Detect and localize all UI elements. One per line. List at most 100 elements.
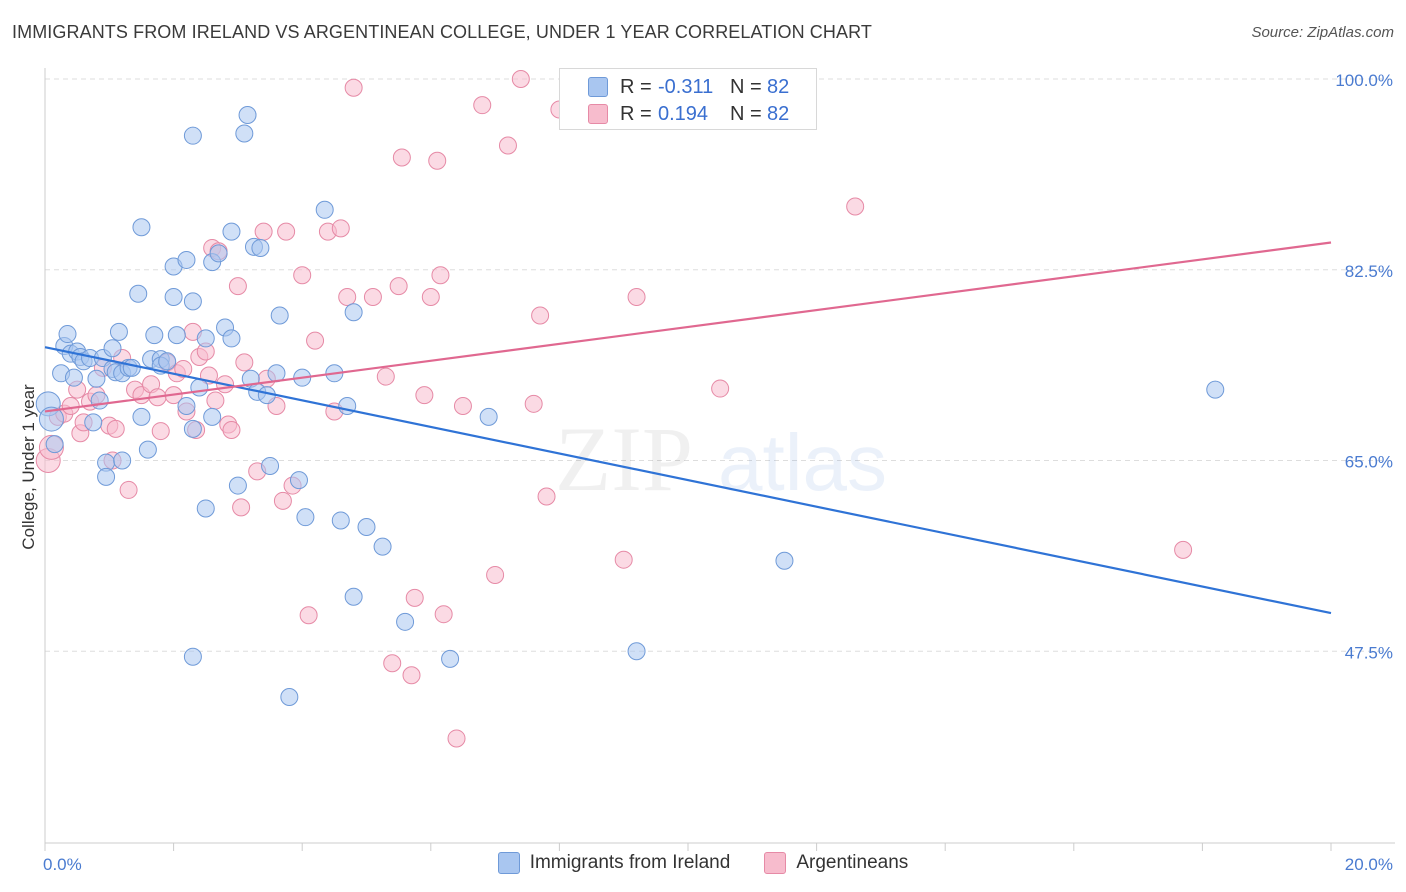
watermark-zip: ZIP: [555, 408, 693, 510]
argentineans-point: [627, 288, 646, 306]
ireland-point: [103, 339, 122, 358]
ireland-point: [138, 440, 157, 459]
argentineans-point: [376, 367, 395, 386]
argentineans-point: [299, 606, 318, 625]
ireland-point: [441, 649, 460, 668]
chart-title: IMMIGRANTS FROM IRELAND VS ARGENTINEAN C…: [12, 22, 872, 42]
ireland-point: [183, 419, 202, 438]
legend-item-argentineans[interactable]: Argentineans: [764, 852, 908, 874]
stats-row-argentineans: R = 0.194 N = 82: [560, 99, 816, 129]
n-label: N =: [730, 102, 762, 125]
argentineans-point: [498, 136, 517, 155]
argentineans-point: [277, 222, 296, 241]
ireland-point: [222, 329, 241, 348]
ireland-point: [396, 612, 415, 631]
argentineans-point: [344, 78, 363, 97]
argentineans-point: [363, 288, 382, 306]
ireland-point: [84, 413, 103, 432]
stats-legend: R = -0.311 N = 82 R = 0.194 N = 82: [559, 68, 817, 130]
argentineans-point: [846, 197, 865, 216]
r-label: R =: [620, 102, 652, 125]
legend-swatch-ireland: [497, 852, 520, 874]
ireland-point: [251, 238, 270, 257]
ireland-point: [344, 303, 363, 322]
ireland-point: [315, 200, 334, 219]
ireland-point: [183, 126, 202, 145]
argentineans-point: [524, 394, 543, 413]
n-value-ireland: 82: [767, 75, 790, 98]
argentineans-point: [106, 419, 125, 438]
ireland-point: [203, 407, 222, 426]
ireland-point: [479, 407, 498, 426]
ireland-point: [145, 326, 164, 345]
ireland-point: [222, 222, 241, 241]
argentineans-swatch: [588, 104, 608, 124]
argentineans-point: [61, 397, 80, 415]
ireland-point: [196, 329, 215, 348]
argentineans-point: [421, 288, 440, 306]
argentineans-point: [434, 605, 453, 624]
legend-item-ireland[interactable]: Immigrants from Ireland: [497, 852, 731, 874]
ireland-point: [64, 368, 83, 387]
x-tick-label: 0.0%: [43, 855, 82, 874]
ireland-point: [183, 647, 202, 666]
watermark-atlas: atlas: [718, 418, 887, 507]
ireland-point: [190, 378, 209, 397]
legend-swatch-argentineans: [764, 852, 787, 874]
argentineans-point: [174, 359, 193, 378]
y-tick-label: 47.5%: [1345, 643, 1393, 662]
ireland-point: [296, 508, 315, 527]
ireland-point: [238, 105, 257, 124]
ireland-point: [261, 456, 280, 475]
argentineans-point: [293, 266, 312, 285]
y-tick-label: 100.0%: [1335, 71, 1393, 90]
ireland-point: [132, 218, 151, 237]
ireland-point: [357, 517, 376, 536]
ireland-point: [775, 551, 794, 570]
argentineans-point: [453, 397, 472, 415]
argentineans-point: [228, 277, 247, 296]
argentineans-point: [383, 654, 402, 673]
argentineans-point: [254, 222, 273, 241]
ireland-point: [122, 358, 141, 377]
ireland-point: [331, 511, 350, 530]
argentineans-point: [235, 353, 254, 372]
y-axis-label: College, Under 1 year: [19, 384, 38, 550]
watermark: ZIP atlas: [555, 408, 887, 510]
ireland-point: [97, 467, 116, 486]
ireland-point: [58, 325, 77, 344]
n-value-argentineans: 82: [767, 102, 790, 125]
ireland-point: [344, 587, 363, 606]
argentineans-point: [537, 487, 556, 506]
ireland-point: [129, 284, 148, 303]
argentineans-point: [338, 288, 357, 306]
ireland-point: [87, 369, 106, 388]
argentineans-point: [306, 331, 325, 350]
ireland-point: [167, 326, 186, 345]
trend-lines: [44, 241, 1332, 615]
argentineans-point: [431, 266, 450, 285]
ireland-point: [109, 322, 128, 341]
legend-label-ireland: Immigrants from Ireland: [529, 852, 731, 873]
y-tick-label: 65.0%: [1345, 453, 1393, 472]
ireland-point: [289, 471, 308, 490]
argentineans-point: [447, 729, 466, 748]
argentineans-point: [405, 588, 424, 607]
r-label: R =: [620, 75, 652, 98]
argentineans-point: [473, 96, 492, 115]
ireland-point: [235, 124, 254, 143]
stats-row-ireland: R = -0.311 N = 82: [560, 72, 816, 102]
argentineans-point: [151, 422, 170, 441]
ireland-swatch: [588, 77, 608, 97]
n-label: N =: [730, 75, 762, 98]
argentineans-point: [614, 550, 633, 569]
argentineans-point: [1174, 540, 1193, 559]
argentineans-point: [206, 391, 225, 410]
argentineans-point: [222, 420, 241, 439]
r-value-ireland: -0.311: [658, 75, 714, 98]
ireland-point: [158, 352, 177, 371]
ireland-point: [1206, 380, 1225, 399]
y-tick-label: 82.5%: [1345, 262, 1393, 281]
argentineans-point: [389, 277, 408, 296]
